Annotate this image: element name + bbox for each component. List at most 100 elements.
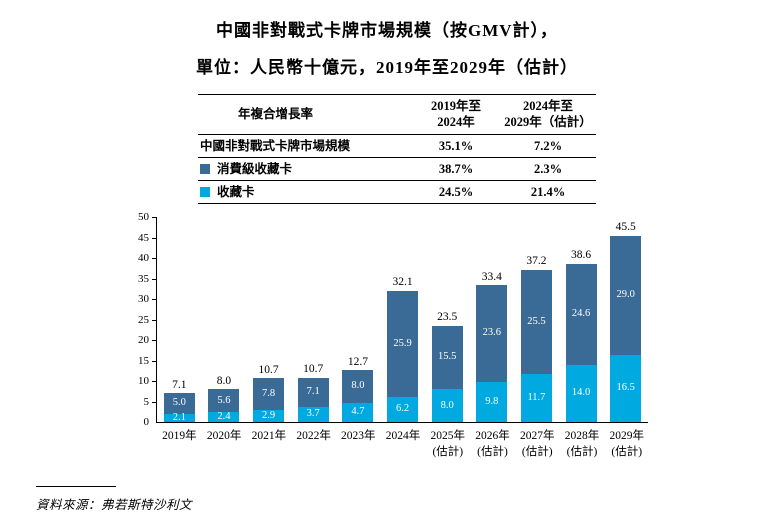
x-axis-sublabel: (估計) xyxy=(611,446,643,459)
bar-segment-collectible-cards: 2.4 xyxy=(208,411,240,423)
bar-segment-consumer-grade-cards: 25.5 xyxy=(520,269,552,375)
bar-total-label: 38.6 xyxy=(571,249,592,262)
source-divider xyxy=(36,486,116,488)
bar-column: 12.7 8.0 4.7 xyxy=(336,355,381,423)
bar-segment-consumer-grade-cards: 25.9 xyxy=(387,290,419,397)
x-axis-label: 2021年 xyxy=(251,430,287,443)
y-tick-label: 15 xyxy=(138,354,149,367)
bar-segment-consumer-grade-cards: 15.5 xyxy=(431,325,463,390)
row-label-consumer-cards: 消費級收藏卡 xyxy=(198,157,412,182)
x-axis-label: 2026年 (估計) xyxy=(470,428,515,460)
y-tick-mark xyxy=(152,401,157,403)
bar-segment-consumer-grade-cards: 5.6 xyxy=(208,389,240,413)
bar-column: 8.0 5.6 2.4 xyxy=(202,375,247,423)
bar-segment-consumer-grade-cards: 5.0 xyxy=(163,393,195,414)
y-tick-mark xyxy=(152,360,157,362)
bar-segment-consumer-grade-cards: 29.0 xyxy=(610,235,642,355)
y-tick-mark xyxy=(152,217,157,219)
bar-total-label: 32.1 xyxy=(392,276,413,289)
header-period-line: 2019年至 xyxy=(430,99,481,113)
x-axis-label: 2019年 xyxy=(162,430,197,443)
stacked-bar-chart: 0 5 10 15 20 25 30 35 40 45 50 7.1 5.0 2.1 8.0 5.6 2.4 1… xyxy=(128,212,774,428)
y-tick-label: 40 xyxy=(138,252,149,265)
y-tick-label: 50 xyxy=(138,211,149,224)
y-tick-label: 10 xyxy=(138,375,149,388)
header-period-line: 2024年 xyxy=(437,115,475,130)
bar-segment-collectible-cards: 2.1 xyxy=(163,412,195,423)
bar-segment-collectible-cards: 4.7 xyxy=(342,402,374,423)
table-row-collectible-cards: 收藏卡 24.5% 21.4% xyxy=(198,180,596,205)
x-axis-label: 2024年 xyxy=(385,430,421,443)
legend-swatch-collectible-cards-icon xyxy=(200,187,210,197)
header-period-2019-2024: 2019年至 2024年 xyxy=(412,94,500,135)
row-label-collectible-cards: 收藏卡 xyxy=(198,180,412,205)
legend-swatch-consumer-cards-icon xyxy=(200,163,210,174)
table-header-row: 年複合增長率 2019年至 2024年 2024年至 2029年（估計） xyxy=(198,94,596,135)
bar-segment-collectible-cards: 2.9 xyxy=(253,410,285,423)
bar-column: 32.1 25.9 6.2 xyxy=(380,276,425,423)
y-tick-label: 25 xyxy=(138,313,149,326)
bar-segment-consumer-grade-cards: 7.8 xyxy=(253,378,285,411)
y-tick-label: 20 xyxy=(138,334,149,347)
x-axis-label: 2029年 (估計) xyxy=(604,428,649,460)
row-label-text: 收藏卡 xyxy=(217,185,255,199)
bar-segment-collectible-cards: 16.5 xyxy=(610,354,642,423)
bar-column: 10.7 7.8 2.9 xyxy=(246,363,291,423)
bar-total-label: 10.7 xyxy=(258,363,279,376)
bar-segment-collectible-cards: 11.7 xyxy=(520,374,552,423)
y-tick-mark xyxy=(152,258,157,260)
cagr-table: 年複合增長率 2019年至 2024年 2024年至 2029年（估計） 中國非… xyxy=(198,94,596,205)
bar-segment-consumer-grade-cards: 7.1 xyxy=(297,377,329,408)
y-tick-label: 0 xyxy=(143,416,150,429)
y-tick-label: 30 xyxy=(138,293,149,306)
y-tick-mark xyxy=(152,278,157,280)
y-tick-mark xyxy=(152,340,157,342)
row-value: 21.4% xyxy=(500,180,596,205)
row-value: 38.7% xyxy=(412,157,500,182)
y-tick-label: 5 xyxy=(143,395,150,408)
chart-title: 中國非對戰式卡牌市場規模（按GMV計）， xyxy=(215,21,559,40)
bar-segment-consumer-grade-cards: 24.6 xyxy=(565,263,597,365)
y-tick-label: 45 xyxy=(138,231,149,244)
bar-segment-collectible-cards: 6.2 xyxy=(387,396,419,423)
bar-column: 7.1 5.0 2.1 xyxy=(157,378,202,423)
row-label-total-market: 中國非對戰式卡牌市場規模 xyxy=(198,134,412,158)
bar-segment-consumer-grade-cards: 23.6 xyxy=(476,285,508,383)
bar-total-label: 7.1 xyxy=(172,378,187,391)
bar-column: 45.5 29.0 16.5 xyxy=(603,221,648,423)
x-axis-label: 2020年 xyxy=(206,430,242,443)
x-axis-label: 2022年 xyxy=(296,430,331,443)
x-axis-label: 2025年 (估計) xyxy=(425,428,470,460)
y-tick-label: 35 xyxy=(138,272,149,285)
bar-column: 33.4 23.6 9.8 xyxy=(469,270,514,423)
bar-column: 38.6 24.6 14.0 xyxy=(559,249,604,423)
x-axis-sublabel: (估計) xyxy=(432,446,464,459)
bar-segment-collectible-cards: 9.8 xyxy=(476,382,508,423)
y-tick-mark xyxy=(152,319,157,321)
bar-total-label: 33.4 xyxy=(481,270,502,283)
x-axis-labels: 2019年 2020年 2021年 2022年 2023年 2024年 2025年 (估計) 2… xyxy=(157,428,649,460)
y-tick-mark xyxy=(152,381,157,383)
chart-subtitle: 單位：人民幣十億元，2019年至2029年（估計） xyxy=(196,58,578,77)
source-text: 資料來源：弗若斯特沙利文 xyxy=(36,498,193,513)
bar-column: 23.5 15.5 8.0 xyxy=(425,311,470,423)
x-axis-sublabel: (估計) xyxy=(566,446,598,459)
bar-total-label: 12.7 xyxy=(347,355,368,368)
row-label-text: 消費級收藏卡 xyxy=(217,161,293,176)
bar-segment-collectible-cards: 14.0 xyxy=(565,364,597,423)
bar-total-label: 10.7 xyxy=(303,363,324,376)
bar-column: 10.7 7.1 3.7 xyxy=(291,363,336,423)
bar-segment-collectible-cards: 3.7 xyxy=(297,407,329,423)
header-period-line: 2029年（估計） xyxy=(504,115,592,130)
y-axis: 0 5 10 15 20 25 30 35 40 45 50 xyxy=(128,212,156,428)
y-tick-mark xyxy=(152,237,157,239)
bar-segment-collectible-cards: 8.0 xyxy=(431,389,463,423)
bar-column: 37.2 25.5 11.7 xyxy=(514,256,559,423)
x-axis-label: 2023年 xyxy=(341,430,376,443)
row-value: 24.5% xyxy=(412,180,500,205)
table-row-consumer-cards: 消費級收藏卡 38.7% 2.3% xyxy=(198,157,596,182)
table-row-total-market: 中國非對戰式卡牌市場規模 35.1% 7.2% xyxy=(198,134,596,158)
x-axis-sublabel: (估計) xyxy=(521,446,553,459)
bar-total-label: 23.5 xyxy=(437,311,458,324)
bar-total-label: 45.5 xyxy=(615,221,636,234)
